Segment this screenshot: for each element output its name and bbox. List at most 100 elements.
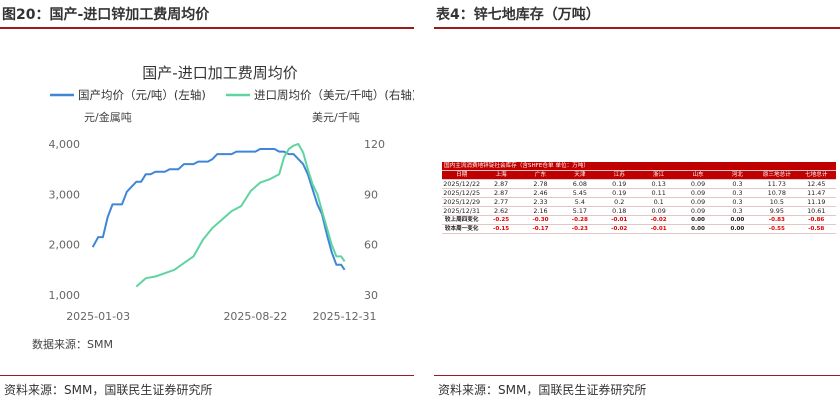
table-row: 2025/12/29 2.77 2.33 5.4 0.2 0.1 0.09 0.3 10.5 11… (442, 197, 836, 207)
source-rule (0, 375, 414, 376)
left-tick-label: 1,000 (49, 289, 81, 302)
left-tick-label: 2,000 (49, 239, 81, 252)
table-cell: -0.01 (599, 215, 639, 225)
table-cell: -0.15 (481, 224, 521, 234)
table-row-label: 2025/12/25 (442, 188, 482, 198)
table-row: 2025/12/31 2.62 2.16 5.17 0.18 0.09 0.09 0.3 9.9… (442, 206, 836, 216)
table-row: 2025/12/25 2.87 2.46 5.45 0.19 0.11 0.09 0.3 10.… (442, 188, 836, 198)
title-rule (0, 27, 414, 29)
title-rule (434, 27, 840, 29)
left-panel: 图20：国产-进口锌加工费周均价 国产-进口加工费周均价 国产均价（元/吨）(左… (0, 0, 414, 402)
series-line-domestic (91, 148, 346, 271)
table-cell: 0.00 (678, 215, 718, 225)
table-header-cell: 广东 (520, 170, 561, 180)
table-cell: 0.00 (678, 224, 718, 234)
table-header-cell: 江苏 (599, 170, 639, 180)
right-tick-label: 90 (364, 188, 378, 201)
figure-source: 资料来源：SMM，国联民生证券研究所 (4, 383, 213, 397)
left-axis-unit: 元/金属吨 (84, 110, 132, 124)
table-row-label: 2025/12/31 (442, 206, 482, 216)
table-cell: 2.87 (481, 188, 521, 198)
table-cell: -0.30 (520, 215, 561, 225)
table-cell: 2.78 (520, 179, 561, 189)
right-panel: 表4：锌七地库存（万吨） 国内主流消费地锌锭社会库存（含SHFE仓单 单位：万吨… (434, 0, 840, 402)
table-cell: -0.58 (796, 224, 836, 234)
inventory-table: 国内主流消费地锌锭社会库存（含SHFE仓单 单位：万吨） 日期 上海 广东 天津 江苏浙… (442, 162, 836, 234)
left-axis-ticks: 1,000 2,000 3,000 4,000 (49, 138, 81, 302)
table-cell: 0.00 (717, 224, 758, 234)
table-header-cell: 天津 (560, 170, 600, 180)
table-cell: 2.46 (520, 188, 561, 198)
figure-title: 图20：国产-进口锌加工费周均价 (2, 7, 210, 23)
table-cell: 0.09 (678, 188, 718, 198)
table-cell: 2.77 (481, 197, 521, 207)
table-cell: 0.00 (717, 215, 758, 225)
table-header-cell: 七地总计 (796, 170, 836, 180)
table-cell: 0.2 (599, 197, 639, 207)
table-cell: 5.17 (560, 206, 600, 216)
chart-title: 国产-进口加工费周均价 (142, 64, 297, 82)
table-cell: 10.5 (757, 197, 797, 207)
x-tick-label: 2025-12-31 (313, 310, 377, 323)
table-cell: -0.25 (481, 215, 521, 225)
table-cell: 0.19 (599, 179, 639, 189)
table-header-cell: 河北 (717, 170, 758, 180)
table-cell: -0.86 (796, 215, 836, 225)
table-cell: 0.11 (638, 188, 679, 198)
table-cell: -0.01 (638, 224, 679, 234)
table-change-row: 较本周一变化 -0.15 -0.17 -0.23 -0.02 -0.01 0.00 0.00-… (442, 224, 836, 234)
table-cell: -0.55 (757, 224, 797, 234)
table-cell: -0.23 (560, 224, 600, 234)
x-tick-label: 2025-08-22 (223, 310, 287, 323)
chart-data-source: 数据来源：SMM (32, 337, 113, 350)
table-cell: 0.18 (599, 206, 639, 216)
table-cell: 0.09 (638, 206, 679, 216)
table-cell: 2.16 (520, 206, 561, 216)
table-cell: 11.19 (796, 197, 836, 207)
table-cell: -0.17 (520, 224, 561, 234)
right-axis-unit: 美元/千吨 (312, 111, 360, 124)
right-tick-label: 30 (364, 289, 378, 302)
source-rule (434, 375, 840, 376)
table-cell: 10.78 (757, 188, 797, 198)
table-cell: 2.33 (520, 197, 561, 207)
inventory-table-wrap: 国内主流消费地锌锭社会库存（含SHFE仓单 单位：万吨） 日期 上海 广东 天津 江苏浙… (442, 162, 836, 234)
right-tick-label: 120 (364, 138, 385, 151)
table-cell: -0.02 (599, 224, 639, 234)
table-cell: 5.4 (560, 197, 600, 207)
table-header-cell: 原三地总计 (757, 170, 797, 180)
table-title: 表4：锌七地库存（万吨） (436, 7, 600, 23)
x-axis-ticks: 2025-01-03 2025-08-22 2025-12-31 (66, 310, 376, 323)
table-row-label: 2025/12/29 (442, 197, 482, 207)
table-cell: 0.19 (599, 188, 639, 198)
table-cell: 11.47 (796, 188, 836, 198)
table-cell: 0.09 (678, 179, 718, 189)
table-cell: 9.95 (757, 206, 797, 216)
table-cell: 11.73 (757, 179, 797, 189)
table-cell: 2.62 (481, 206, 521, 216)
table-cell: 0.3 (717, 179, 758, 189)
table-cell: -0.28 (560, 215, 600, 225)
table-cell: -0.83 (757, 215, 797, 225)
table-header-cell: 上海 (481, 170, 521, 180)
table-cell: 0.09 (678, 197, 718, 207)
table-row-label: 2025/12/22 (442, 179, 482, 189)
right-axis-ticks: 30 60 90 120 (364, 138, 385, 302)
table-row-label: 较本周一变化 (442, 224, 482, 234)
table-header-cell: 浙江 (638, 170, 679, 180)
table-cell: 0.3 (717, 188, 758, 198)
processing-fee-chart: 国产-进口加工费周均价 国产均价（元/吨）(左轴) 进口周均价（美元/千吨）(右… (32, 64, 414, 350)
table-header-cell: 山东 (678, 170, 718, 180)
left-tick-label: 4,000 (49, 138, 81, 151)
table-cell: 12.45 (796, 179, 836, 189)
table-cell: 0.3 (717, 197, 758, 207)
table-cell: 5.45 (560, 188, 600, 198)
table-cell: 2.87 (481, 179, 521, 189)
legend-label-domestic: 国产均价（元/吨）(左轴) (78, 88, 206, 102)
table-source: 资料来源：SMM，国联民生证券研究所 (438, 383, 647, 397)
series-line-import (135, 143, 346, 288)
table-row-label: 较上周四变化 (442, 215, 482, 225)
table-header-cell: 日期 (442, 170, 482, 180)
left-tick-label: 3,000 (49, 188, 81, 201)
table-header-row: 日期 上海 广东 天津 江苏 浙江 山东 河北 原三地总计 七地总计 (442, 170, 836, 180)
